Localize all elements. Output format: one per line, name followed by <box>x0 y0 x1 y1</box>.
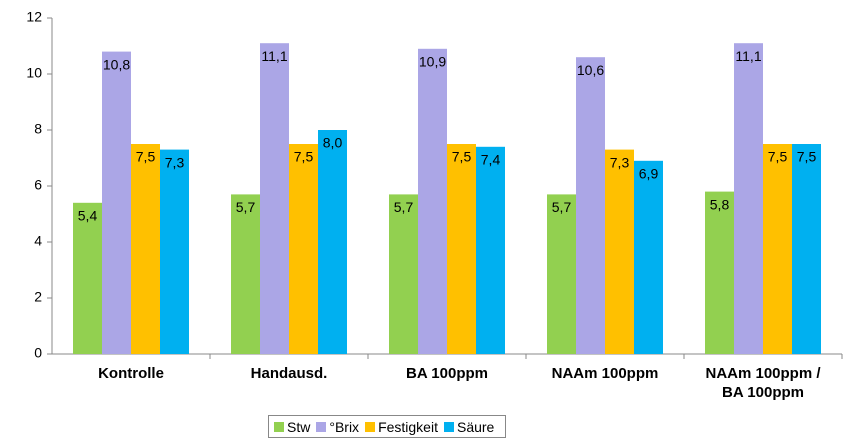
value-label: 10,6 <box>577 62 604 78</box>
value-label: 7,4 <box>481 152 501 168</box>
legend-item: °Brix <box>316 419 359 435</box>
value-label: 5,7 <box>394 199 414 215</box>
bar <box>447 144 476 354</box>
value-label: 7,5 <box>768 149 788 165</box>
bar <box>576 57 605 354</box>
bar <box>289 144 318 354</box>
value-label: 5,7 <box>236 199 256 215</box>
y-tick-label: 12 <box>26 9 42 25</box>
bar <box>260 43 289 354</box>
bar <box>231 194 260 354</box>
y-tick-label: 0 <box>34 345 42 361</box>
legend-label: Festigkeit <box>378 418 438 435</box>
bar <box>73 202 102 354</box>
y-tick-label: 6 <box>34 177 42 193</box>
bar <box>605 149 634 354</box>
value-label: 7,3 <box>610 154 630 170</box>
x-tick-label: NAAm 100ppm / BA 100ppm <box>705 365 821 401</box>
legend-swatch <box>274 421 284 432</box>
bar <box>734 43 763 354</box>
value-label: 5,7 <box>552 199 572 215</box>
x-tick-label: NAAm 100ppm <box>551 365 659 382</box>
value-label: 10,9 <box>419 54 446 70</box>
legend-swatch <box>365 421 376 432</box>
legend-swatch <box>443 421 454 432</box>
bar <box>102 51 131 354</box>
value-label: 7,5 <box>452 149 472 165</box>
value-label: 7,5 <box>797 149 817 165</box>
bar <box>318 130 347 354</box>
y-tick-label: 2 <box>34 289 42 305</box>
value-label: 8,0 <box>323 135 343 151</box>
value-label: 5,4 <box>78 208 98 224</box>
y-tick-label: 4 <box>34 233 42 249</box>
y-tick-label: 10 <box>26 65 42 81</box>
y-tick-label: 8 <box>34 121 42 137</box>
x-tick-label: BA 100ppm <box>406 365 488 382</box>
value-label: 11,1 <box>735 48 761 64</box>
x-tick-label: Kontrolle <box>98 365 164 382</box>
value-label: 10,8 <box>103 56 130 72</box>
legend-label: Säure <box>456 418 495 435</box>
legend-swatch <box>316 421 327 432</box>
bar <box>131 144 160 354</box>
legend-label: °Brix <box>329 418 360 435</box>
bar <box>418 48 447 355</box>
x-tick-label: Handausd. <box>250 365 328 382</box>
value-label: 6,9 <box>639 166 659 182</box>
bar <box>476 146 505 354</box>
bar <box>634 160 663 354</box>
value-label: 7,5 <box>294 149 314 165</box>
value-label: 11,1 <box>261 48 287 64</box>
legend-item: Säure <box>443 418 495 435</box>
value-label: 7,5 <box>136 149 156 165</box>
value-label: 7,3 <box>165 154 185 170</box>
bar <box>160 149 189 354</box>
bar <box>705 191 734 354</box>
legend-label: Stw <box>287 418 311 435</box>
legend: Stw °Brix Festigkeit Säure <box>268 415 507 438</box>
bar <box>792 144 821 354</box>
legend-item: Festigkeit <box>365 419 438 435</box>
value-label: 5,8 <box>710 196 730 212</box>
bar <box>389 194 418 354</box>
bar <box>763 144 792 354</box>
legend-item: Stw <box>274 419 310 435</box>
bar <box>547 194 576 354</box>
